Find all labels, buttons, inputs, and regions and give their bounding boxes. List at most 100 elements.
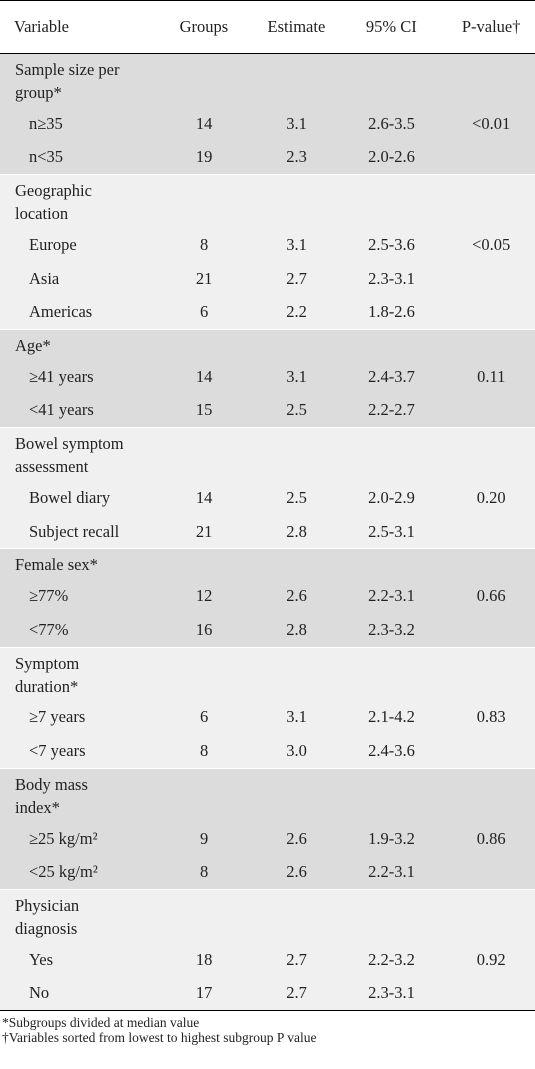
table-row: n<35 19 2.3 2.0-2.6 bbox=[0, 141, 535, 175]
table-row: n≥35 14 3.1 2.6-3.5 <0.01 bbox=[0, 107, 535, 141]
variable-group: Bowel symptom assessment Bowel diary 14 2.5 2… bbox=[0, 427, 535, 549]
table-row: ≥7 years 6 3.1 2.1-4.2 0.83 bbox=[0, 701, 535, 735]
subgroup-label: ≥41 years bbox=[29, 366, 94, 386]
pvalue-cell: 0.86 bbox=[476, 828, 506, 848]
estimate-cell: 2.8 bbox=[286, 521, 307, 541]
table-row: Americas 6 2.2 1.8-2.6 bbox=[0, 295, 535, 329]
ci-cell: 2.5-3.1 bbox=[368, 521, 415, 541]
group-heading: Female sex* bbox=[0, 549, 535, 579]
group-heading: Sample size per group* bbox=[0, 54, 535, 107]
variable-group: Sample size per group* n≥35 14 3.1 2.6-3.5 <0.… bbox=[0, 54, 535, 175]
subgroup-label: Americas bbox=[29, 302, 93, 322]
group-heading-line: group* bbox=[15, 83, 62, 102]
pvalue-cell: <0.05 bbox=[472, 234, 511, 254]
estimate-cell: 2.5 bbox=[286, 487, 307, 507]
groups-cell: 21 bbox=[195, 268, 213, 288]
ci-cell: 2.5-3.6 bbox=[368, 234, 415, 254]
header-variable: Variable bbox=[14, 17, 69, 36]
estimate-cell: 2.7 bbox=[286, 268, 307, 288]
table-body: Sample size per group* n≥35 14 3.1 2.6-3.5 <0.… bbox=[0, 54, 535, 1011]
estimate-cell: 2.5 bbox=[286, 400, 307, 420]
group-heading-line: index* bbox=[15, 797, 60, 817]
estimate-cell: 3.0 bbox=[286, 740, 307, 760]
subgroup-label: <41 years bbox=[29, 400, 94, 420]
estimate-cell: 2.6 bbox=[286, 828, 307, 848]
variable-group: Body mass index* ≥25 kg/m² 9 2.6 1.9-3.2 0.86 <… bbox=[0, 767, 535, 889]
table-row: <7 years 8 3.0 2.4-3.6 bbox=[0, 734, 535, 768]
subgroup-label: Europe bbox=[29, 234, 77, 254]
ci-cell: 2.2-3.2 bbox=[368, 949, 415, 969]
group-heading-line: Physician bbox=[15, 895, 80, 915]
subgroup-label: <25 kg/m² bbox=[29, 862, 98, 882]
variable-group: Female sex* ≥77% 12 2.6 2.2-3.1 0.66 <77% 16 2.8… bbox=[0, 548, 535, 647]
ci-cell: 2.1-4.2 bbox=[368, 707, 415, 727]
estimate-cell: 3.1 bbox=[286, 707, 307, 727]
table-row: <41 years 15 2.5 2.2-2.7 bbox=[0, 394, 535, 428]
ci-cell: 1.9-3.2 bbox=[368, 828, 415, 848]
estimate-cell: 2.6 bbox=[286, 586, 307, 606]
variable-group: Physician diagnosis Yes 18 2.7 2.2-3.2 0.92 No 1… bbox=[0, 888, 535, 1011]
groups-cell: 15 bbox=[195, 400, 213, 420]
table-row: ≥77% 12 2.6 2.2-3.1 0.66 bbox=[0, 579, 535, 613]
pvalue-cell: 0.92 bbox=[476, 949, 506, 969]
group-heading-line: Female sex* bbox=[15, 555, 98, 575]
table-row: No 17 2.7 2.3-3.1 bbox=[0, 977, 535, 1011]
group-heading: Body mass index* bbox=[0, 769, 535, 822]
table-row: ≥41 years 14 3.1 2.4-3.7 0.11 bbox=[0, 360, 535, 394]
estimate-cell: 2.2 bbox=[286, 302, 307, 322]
groups-cell: 8 bbox=[200, 740, 209, 760]
groups-cell: 12 bbox=[195, 586, 213, 606]
table-row: Subject recall 21 2.8 2.5-3.1 bbox=[0, 515, 535, 549]
estimate-cell: 3.1 bbox=[286, 113, 307, 133]
estimate-cell: 2.7 bbox=[286, 983, 307, 1003]
groups-cell: 14 bbox=[195, 366, 213, 386]
groups-cell: 19 bbox=[195, 147, 213, 167]
estimate-cell: 2.6 bbox=[286, 862, 307, 882]
pvalue-cell: 0.66 bbox=[476, 586, 506, 606]
group-heading-line: Sample size per bbox=[15, 60, 120, 79]
groups-cell: 6 bbox=[200, 302, 209, 322]
estimate-cell: 2.3 bbox=[286, 147, 307, 167]
footnote-median: *Subgroups divided at median value bbox=[2, 1015, 200, 1031]
estimate-cell: 2.7 bbox=[286, 949, 307, 969]
table-row: <77% 16 2.8 2.3-3.2 bbox=[0, 613, 535, 647]
subgroup-table: Variable Groups Estimate 95% CI P-value†… bbox=[0, 0, 535, 1012]
subgroup-label: ≥25 kg/m² bbox=[29, 828, 98, 848]
header-ci: 95% CI bbox=[365, 17, 417, 36]
group-heading-line: Symptom bbox=[15, 653, 80, 673]
ci-cell: 2.0-2.9 bbox=[368, 487, 415, 507]
group-heading: Bowel symptom assessment bbox=[0, 428, 535, 481]
groups-cell: 18 bbox=[195, 949, 213, 969]
estimate-cell: 3.1 bbox=[286, 234, 307, 254]
header-pvalue: P-value† bbox=[461, 17, 521, 36]
estimate-cell: 2.8 bbox=[286, 619, 307, 639]
group-heading: Physician diagnosis bbox=[0, 890, 535, 943]
groups-cell: 17 bbox=[195, 983, 213, 1003]
table-row: ≥25 kg/m² 9 2.6 1.9-3.2 0.86 bbox=[0, 822, 535, 856]
groups-cell: 21 bbox=[195, 521, 213, 541]
table-row: Yes 18 2.7 2.2-3.2 0.92 bbox=[0, 943, 535, 977]
pvalue-cell: 0.83 bbox=[476, 707, 506, 727]
group-heading-line: Age* bbox=[15, 335, 51, 355]
ci-cell: 2.4-3.6 bbox=[368, 740, 415, 760]
variable-group: Geographic location Europe 8 3.1 2.5-3.6 <0.05… bbox=[0, 174, 535, 329]
group-heading: Symptom duration* bbox=[0, 648, 535, 701]
group-heading-line: diagnosis bbox=[15, 918, 78, 938]
table-row: <25 kg/m² 8 2.6 2.2-3.1 bbox=[0, 855, 535, 889]
group-heading-line: duration* bbox=[15, 676, 79, 696]
ci-cell: 2.3-3.1 bbox=[368, 268, 415, 288]
table-row: Asia 21 2.7 2.3-3.1 bbox=[0, 262, 535, 296]
ci-cell: 2.3-3.1 bbox=[368, 983, 415, 1003]
groups-cell: 8 bbox=[200, 862, 209, 882]
estimate-cell: 3.1 bbox=[286, 366, 307, 386]
groups-cell: 8 bbox=[200, 234, 209, 254]
ci-cell: 2.3-3.2 bbox=[368, 619, 415, 639]
group-heading-line: assessment bbox=[15, 457, 89, 477]
table-header: Variable Groups Estimate 95% CI P-value† bbox=[0, 1, 535, 54]
group-heading-line: location bbox=[15, 204, 69, 224]
pvalue-cell: 0.11 bbox=[477, 366, 506, 386]
group-heading-line: Bowel symptom bbox=[15, 434, 124, 454]
subgroup-label: Yes bbox=[29, 949, 54, 969]
footnote-sorted: †Variables sorted from lowest to highest… bbox=[2, 1030, 317, 1046]
header-estimate: Estimate bbox=[267, 17, 326, 36]
